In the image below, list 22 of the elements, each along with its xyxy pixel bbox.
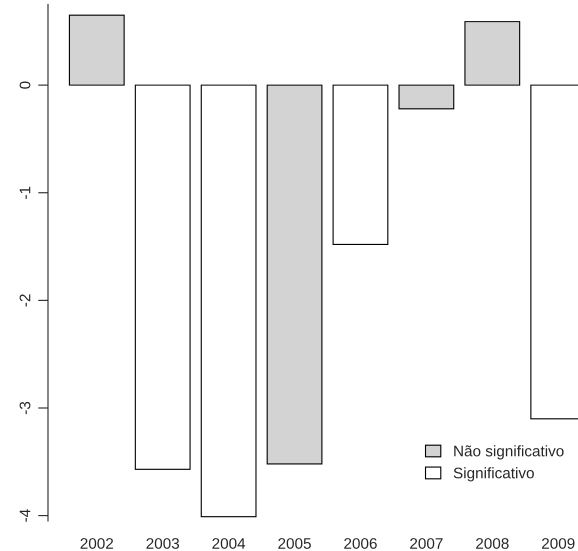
bar — [398, 84, 454, 110]
x-tick-label: 2005 — [278, 538, 311, 549]
x-tick-label: 2009 — [542, 538, 574, 549]
bar — [134, 84, 191, 470]
x-tick-label: 2007 — [410, 538, 443, 549]
x-tick-label: 2008 — [476, 538, 509, 549]
y-tick-label: -4 — [20, 509, 30, 522]
bar — [68, 14, 125, 86]
bar — [200, 84, 257, 518]
bar — [464, 21, 520, 86]
legend-label: Significativo — [454, 467, 534, 482]
y-tick-label: 0 — [20, 81, 30, 89]
bar — [332, 84, 388, 245]
y-tick-label: -1 — [20, 186, 30, 199]
legend-label: Não significativo — [454, 445, 564, 460]
y-tick-label: -2 — [20, 294, 30, 306]
x-tick-label: 2002 — [80, 538, 114, 549]
x-tick-label: 2004 — [212, 538, 246, 549]
x-tick-label: 2003 — [146, 538, 180, 549]
y-tick-label: -3 — [20, 402, 30, 414]
x-tick-label: 2006 — [344, 538, 377, 549]
bar — [266, 84, 322, 465]
